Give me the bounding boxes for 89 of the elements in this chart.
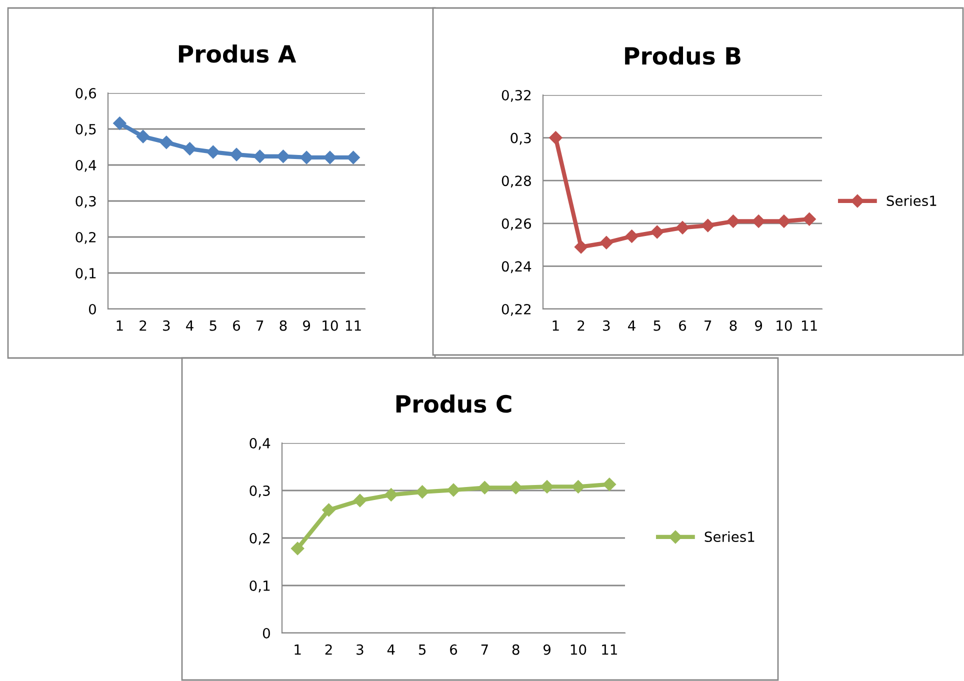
point — [322, 503, 336, 517]
point — [752, 214, 766, 228]
x-tick-label: 10 — [570, 644, 586, 655]
x-tick-label: 7 — [481, 644, 488, 655]
point — [206, 145, 220, 159]
x-tick-label: 2 — [578, 320, 584, 331]
y-tick-label: 0,24 — [502, 261, 532, 274]
point — [160, 136, 173, 149]
point — [353, 494, 367, 508]
x-tick-label: 6 — [450, 644, 458, 655]
y-tick-label: 0,1 — [76, 268, 96, 280]
point — [726, 214, 740, 228]
y-tick-label: 0,2 — [250, 532, 270, 545]
point — [509, 481, 522, 494]
y-tick-label: 0,3 — [250, 485, 270, 498]
point — [602, 478, 616, 491]
point — [478, 481, 492, 494]
point — [416, 485, 429, 499]
point — [346, 150, 360, 164]
y-tick-label: 0,28 — [502, 176, 531, 188]
chart-title: Produs B — [625, 46, 740, 65]
point — [384, 488, 398, 502]
x-tick-label: 5 — [654, 320, 660, 331]
y-tick-label: 0,32 — [502, 90, 530, 102]
x-tick-label: 11 — [346, 320, 361, 331]
y-tick-label: 0,3 — [510, 132, 531, 145]
x-tick-label: 6 — [233, 320, 240, 331]
point — [777, 214, 791, 228]
x-tick-label: 3 — [163, 320, 170, 331]
point — [572, 480, 585, 494]
x-tick-label: 2 — [325, 644, 332, 655]
x-tick-label: 9 — [303, 320, 310, 331]
point — [625, 230, 638, 243]
x-tick-label: 1 — [116, 320, 123, 331]
point — [183, 142, 196, 156]
x-tick-label: 8 — [512, 644, 520, 655]
x-tick-label: 8 — [280, 320, 287, 331]
x-tick-label: 6 — [679, 320, 686, 331]
x-tick-label: 11 — [802, 320, 817, 331]
y-tick-label: 0,26 — [502, 218, 532, 230]
x-tick-label: 10 — [322, 320, 338, 331]
x-tick-label: 4 — [628, 320, 636, 331]
legend-label: Series1 — [886, 195, 936, 206]
y-tick-label: 0,4 — [76, 160, 96, 172]
y-tick-label: 0,6 — [76, 88, 96, 100]
y-tick-label: 0,5 — [76, 124, 96, 136]
point — [549, 131, 562, 144]
y-tick-label: 0,2 — [76, 232, 96, 244]
point — [253, 150, 266, 163]
point — [230, 148, 244, 162]
x-tick-label: 4 — [387, 644, 395, 655]
point — [650, 225, 664, 239]
x-tick-label: 3 — [356, 644, 364, 655]
y-tick-label: 0,22 — [502, 304, 530, 316]
x-tick-label: 2 — [140, 320, 146, 331]
x-tick-label: 8 — [730, 320, 737, 331]
x-tick-label: 9 — [755, 320, 762, 331]
x-tick-label: 9 — [544, 644, 550, 655]
point — [276, 150, 290, 163]
point — [574, 240, 588, 254]
point — [113, 116, 126, 130]
chart-title: Produs C — [396, 394, 512, 413]
x-tick-label: 1 — [294, 644, 301, 655]
x-tick-label: 3 — [603, 320, 610, 331]
point — [701, 218, 714, 232]
point — [136, 130, 150, 144]
x-tick-label: 1 — [552, 320, 559, 331]
point — [300, 150, 314, 164]
x-tick-label: 7 — [256, 320, 264, 331]
y-tick-label: 0,1 — [250, 580, 270, 592]
x-tick-label: 7 — [704, 320, 712, 331]
x-tick-label: 11 — [602, 644, 617, 655]
x-tick-label: 5 — [418, 644, 426, 655]
point — [540, 480, 554, 494]
point — [291, 542, 304, 556]
chart-title: Produs A — [178, 44, 296, 63]
point — [446, 483, 460, 497]
y-tick-label: 0 — [262, 628, 270, 638]
point — [802, 212, 816, 226]
y-tick-label: 0 — [88, 304, 96, 314]
point — [676, 221, 690, 234]
x-tick-label: 5 — [210, 320, 216, 331]
y-tick-label: 0,3 — [76, 196, 96, 208]
point — [323, 150, 337, 164]
point — [600, 236, 613, 250]
x-tick-label: 10 — [776, 320, 792, 331]
legend-label: Series1 — [704, 531, 754, 542]
y-tick-label: 0,4 — [250, 438, 270, 450]
x-tick-label: 4 — [186, 320, 194, 331]
